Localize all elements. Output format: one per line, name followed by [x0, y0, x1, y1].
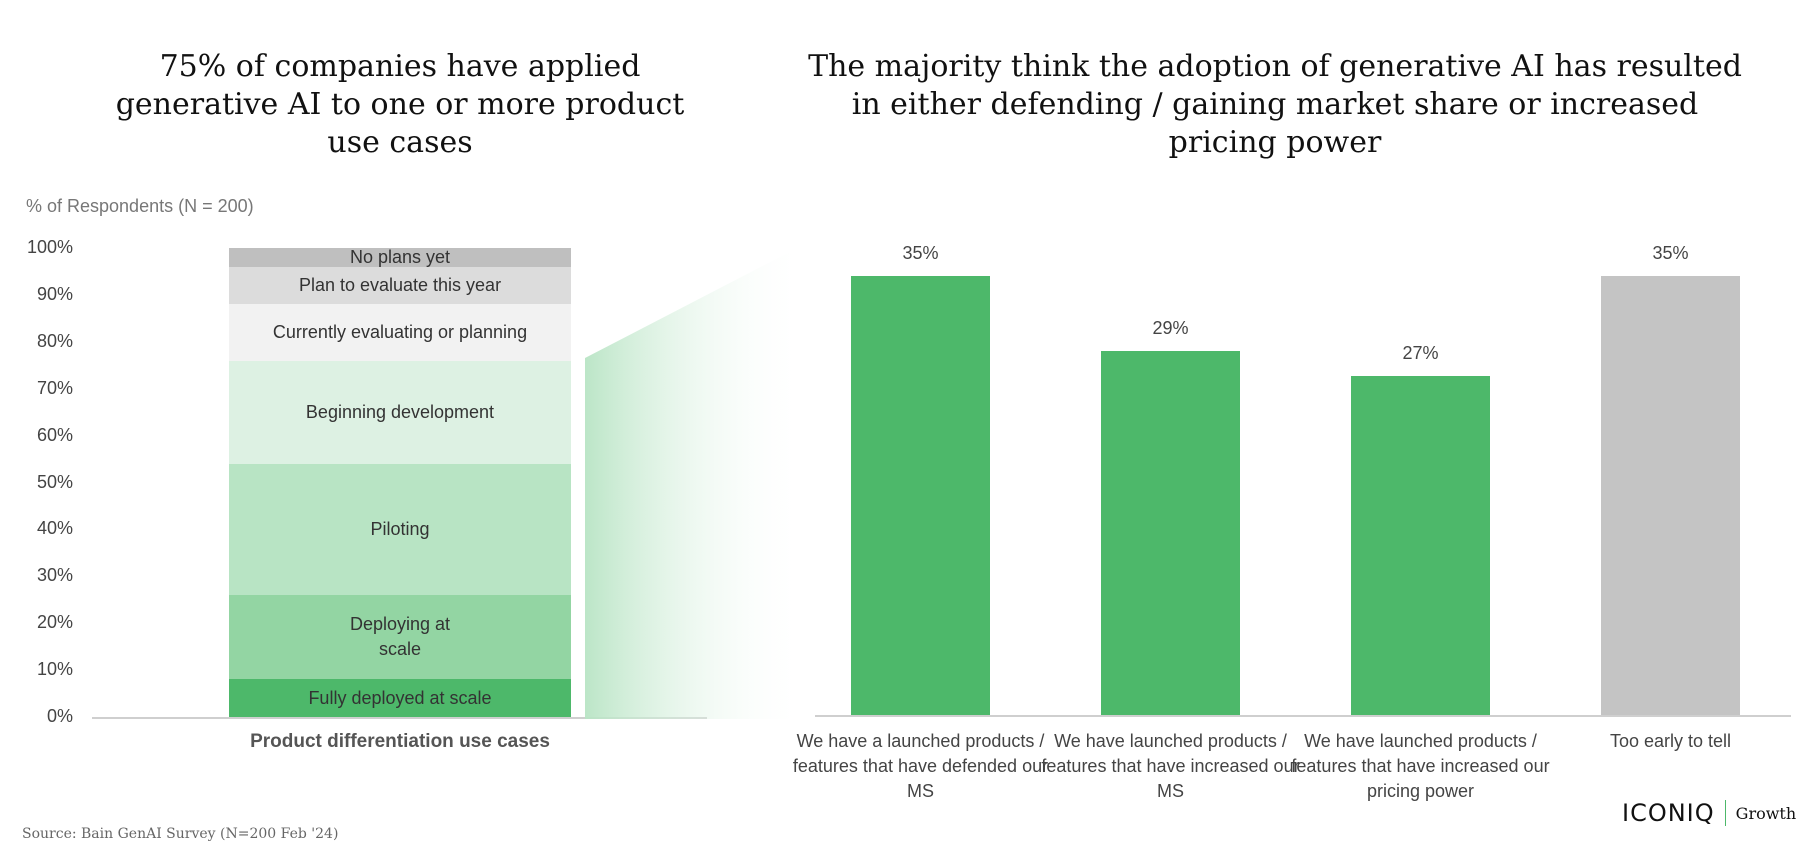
segment-label: Deploying at scale	[349, 614, 451, 660]
value-label: 27%	[1402, 343, 1439, 364]
y-tick-label: 80%	[36, 330, 73, 351]
value-label: 35%	[1652, 243, 1689, 263]
stack-segment: Currently evaluating or planning	[229, 304, 571, 361]
bar	[1601, 276, 1740, 715]
y-tick-label: 40%	[36, 518, 73, 539]
bar	[1101, 351, 1240, 715]
right-baseline	[815, 715, 1791, 717]
stack-segment: Deploying at scale	[229, 595, 571, 680]
category-label: We have launched products / features tha…	[1291, 731, 1550, 801]
logo-divider	[1724, 800, 1726, 826]
stack-segment: No plans yet	[229, 246, 571, 267]
logo-subtitle: Growth	[1735, 803, 1797, 823]
y-tick-label: 60%	[36, 424, 73, 445]
category-label: Too early to tell	[1609, 731, 1732, 751]
segment-label: Piloting	[370, 518, 430, 539]
y-tick-label: 70%	[36, 377, 73, 398]
left-x-axis-label: Product differentiation use cases	[250, 731, 550, 752]
bar	[851, 276, 990, 715]
stack-segment: Piloting	[229, 463, 571, 596]
y-tick-label: 0%	[46, 706, 73, 726]
y-axis-label: % of Respondents (N = 200)	[26, 196, 254, 216]
funnel-connector	[585, 244, 805, 719]
y-tick-label: 20%	[36, 612, 73, 633]
y-tick-label: 50%	[36, 471, 73, 492]
y-tick-label: 100%	[26, 237, 73, 257]
source-note: Source: Bain GenAI Survey (N=200 Feb '24…	[22, 826, 339, 842]
y-tick-label: 30%	[36, 565, 73, 586]
segment-label: No plans yet	[349, 246, 451, 267]
right-chart-title: The majority think the adoption of gener…	[808, 49, 1742, 160]
segment-label: Fully deployed at scale	[308, 687, 492, 708]
y-tick-label: 10%	[36, 659, 73, 680]
value-label: 29%	[1152, 318, 1189, 339]
category-label: We have a launched products / features t…	[792, 731, 1049, 801]
value-label: 35%	[902, 243, 939, 263]
stack-segment: Plan to evaluate this year	[229, 266, 571, 305]
bar	[1351, 376, 1490, 715]
segment-label: Plan to evaluate this year	[298, 275, 502, 295]
brand-logo: ICONIQ Growth	[1622, 799, 1796, 827]
segment-label: Currently evaluating or planning	[272, 321, 528, 342]
left-baseline	[92, 717, 707, 719]
logo-wordmark: ICONIQ	[1622, 799, 1715, 827]
stack-segment: Beginning development	[229, 360, 571, 464]
category-label: We have launched products / features tha…	[1041, 731, 1300, 801]
segment-label: Beginning development	[305, 401, 495, 422]
y-tick-label: 90%	[36, 283, 73, 304]
left-chart-title: 75% of companies have applied generative…	[115, 49, 685, 160]
stack-segment: Fully deployed at scale	[229, 679, 571, 717]
